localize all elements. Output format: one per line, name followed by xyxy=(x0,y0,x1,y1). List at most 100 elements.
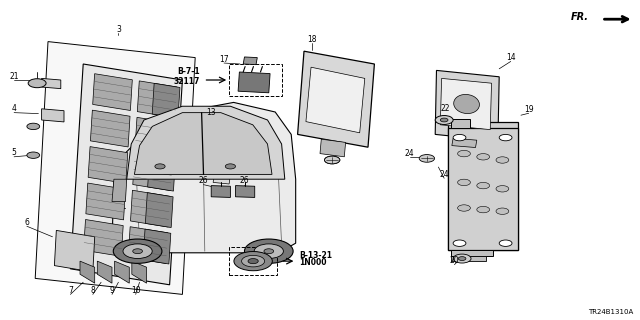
Circle shape xyxy=(27,123,40,130)
Circle shape xyxy=(458,179,470,186)
Circle shape xyxy=(27,152,40,158)
Circle shape xyxy=(123,244,152,259)
Circle shape xyxy=(225,164,236,169)
Circle shape xyxy=(499,134,512,141)
Polygon shape xyxy=(138,81,177,118)
Circle shape xyxy=(458,150,470,157)
Circle shape xyxy=(435,116,453,124)
Text: 22: 22 xyxy=(440,104,449,113)
Text: 8: 8 xyxy=(90,286,95,295)
Polygon shape xyxy=(42,109,64,122)
Circle shape xyxy=(477,154,490,160)
Polygon shape xyxy=(243,57,257,65)
Circle shape xyxy=(241,255,265,267)
Text: 5: 5 xyxy=(12,148,17,157)
Polygon shape xyxy=(88,147,128,183)
Polygon shape xyxy=(145,193,173,228)
Polygon shape xyxy=(211,186,230,197)
Polygon shape xyxy=(213,173,230,184)
Polygon shape xyxy=(143,229,171,264)
Text: 13: 13 xyxy=(206,108,216,117)
Text: 26: 26 xyxy=(198,176,209,185)
Polygon shape xyxy=(448,122,518,250)
Polygon shape xyxy=(451,250,493,256)
Polygon shape xyxy=(80,261,95,283)
Polygon shape xyxy=(112,179,127,202)
Polygon shape xyxy=(112,102,296,253)
Polygon shape xyxy=(86,183,125,220)
Polygon shape xyxy=(54,230,95,272)
Text: 20: 20 xyxy=(449,256,460,265)
Circle shape xyxy=(499,240,512,246)
Polygon shape xyxy=(84,220,123,256)
Text: 18: 18 xyxy=(308,35,317,44)
Bar xyxy=(229,64,282,96)
Circle shape xyxy=(496,186,509,192)
Polygon shape xyxy=(128,227,168,264)
Polygon shape xyxy=(131,190,170,227)
Polygon shape xyxy=(93,74,132,110)
Polygon shape xyxy=(134,113,272,174)
Text: FR.: FR. xyxy=(571,12,589,22)
Polygon shape xyxy=(70,64,182,285)
Polygon shape xyxy=(150,120,178,155)
Text: 14: 14 xyxy=(506,53,516,62)
Circle shape xyxy=(244,239,293,263)
Polygon shape xyxy=(115,261,129,283)
Polygon shape xyxy=(298,51,374,147)
Polygon shape xyxy=(198,128,234,182)
Text: TR24B1310A: TR24B1310A xyxy=(588,309,634,315)
Circle shape xyxy=(324,156,340,164)
Circle shape xyxy=(440,118,448,122)
Text: 3: 3 xyxy=(116,25,121,34)
Circle shape xyxy=(496,157,509,163)
Polygon shape xyxy=(152,83,180,118)
Polygon shape xyxy=(451,119,470,128)
Circle shape xyxy=(419,155,435,162)
Circle shape xyxy=(234,252,273,271)
Text: 9: 9 xyxy=(109,286,115,295)
Circle shape xyxy=(28,79,46,88)
Circle shape xyxy=(254,244,284,259)
Circle shape xyxy=(477,182,490,189)
Circle shape xyxy=(477,206,490,213)
Polygon shape xyxy=(306,67,365,133)
Polygon shape xyxy=(236,186,255,197)
Polygon shape xyxy=(42,78,61,89)
Text: 17: 17 xyxy=(219,55,229,64)
Polygon shape xyxy=(127,106,285,179)
Bar xyxy=(229,247,277,275)
Polygon shape xyxy=(238,72,270,93)
Polygon shape xyxy=(440,78,492,130)
Text: B-7-1: B-7-1 xyxy=(178,68,200,76)
Circle shape xyxy=(458,205,470,211)
Text: 32117: 32117 xyxy=(174,77,200,86)
Text: 6: 6 xyxy=(24,218,29,227)
Circle shape xyxy=(113,239,162,263)
Circle shape xyxy=(496,208,509,214)
Circle shape xyxy=(453,134,466,141)
Polygon shape xyxy=(435,70,499,141)
Circle shape xyxy=(132,249,143,254)
Polygon shape xyxy=(148,156,175,191)
Text: 21: 21 xyxy=(10,72,19,81)
Polygon shape xyxy=(451,256,486,261)
Circle shape xyxy=(324,156,340,164)
Text: 19: 19 xyxy=(524,105,534,114)
Polygon shape xyxy=(132,154,172,191)
Text: 10: 10 xyxy=(131,286,141,295)
Polygon shape xyxy=(132,261,147,283)
Circle shape xyxy=(155,164,165,169)
Polygon shape xyxy=(320,139,346,157)
Text: 7: 7 xyxy=(68,286,73,295)
Text: 24: 24 xyxy=(404,149,415,158)
Polygon shape xyxy=(135,117,175,154)
Polygon shape xyxy=(35,42,195,294)
Ellipse shape xyxy=(454,94,479,114)
Circle shape xyxy=(264,249,274,254)
Text: 26: 26 xyxy=(239,176,250,185)
Polygon shape xyxy=(452,138,477,148)
Circle shape xyxy=(248,259,258,264)
Text: B-13-21: B-13-21 xyxy=(300,251,333,260)
Circle shape xyxy=(453,240,466,246)
